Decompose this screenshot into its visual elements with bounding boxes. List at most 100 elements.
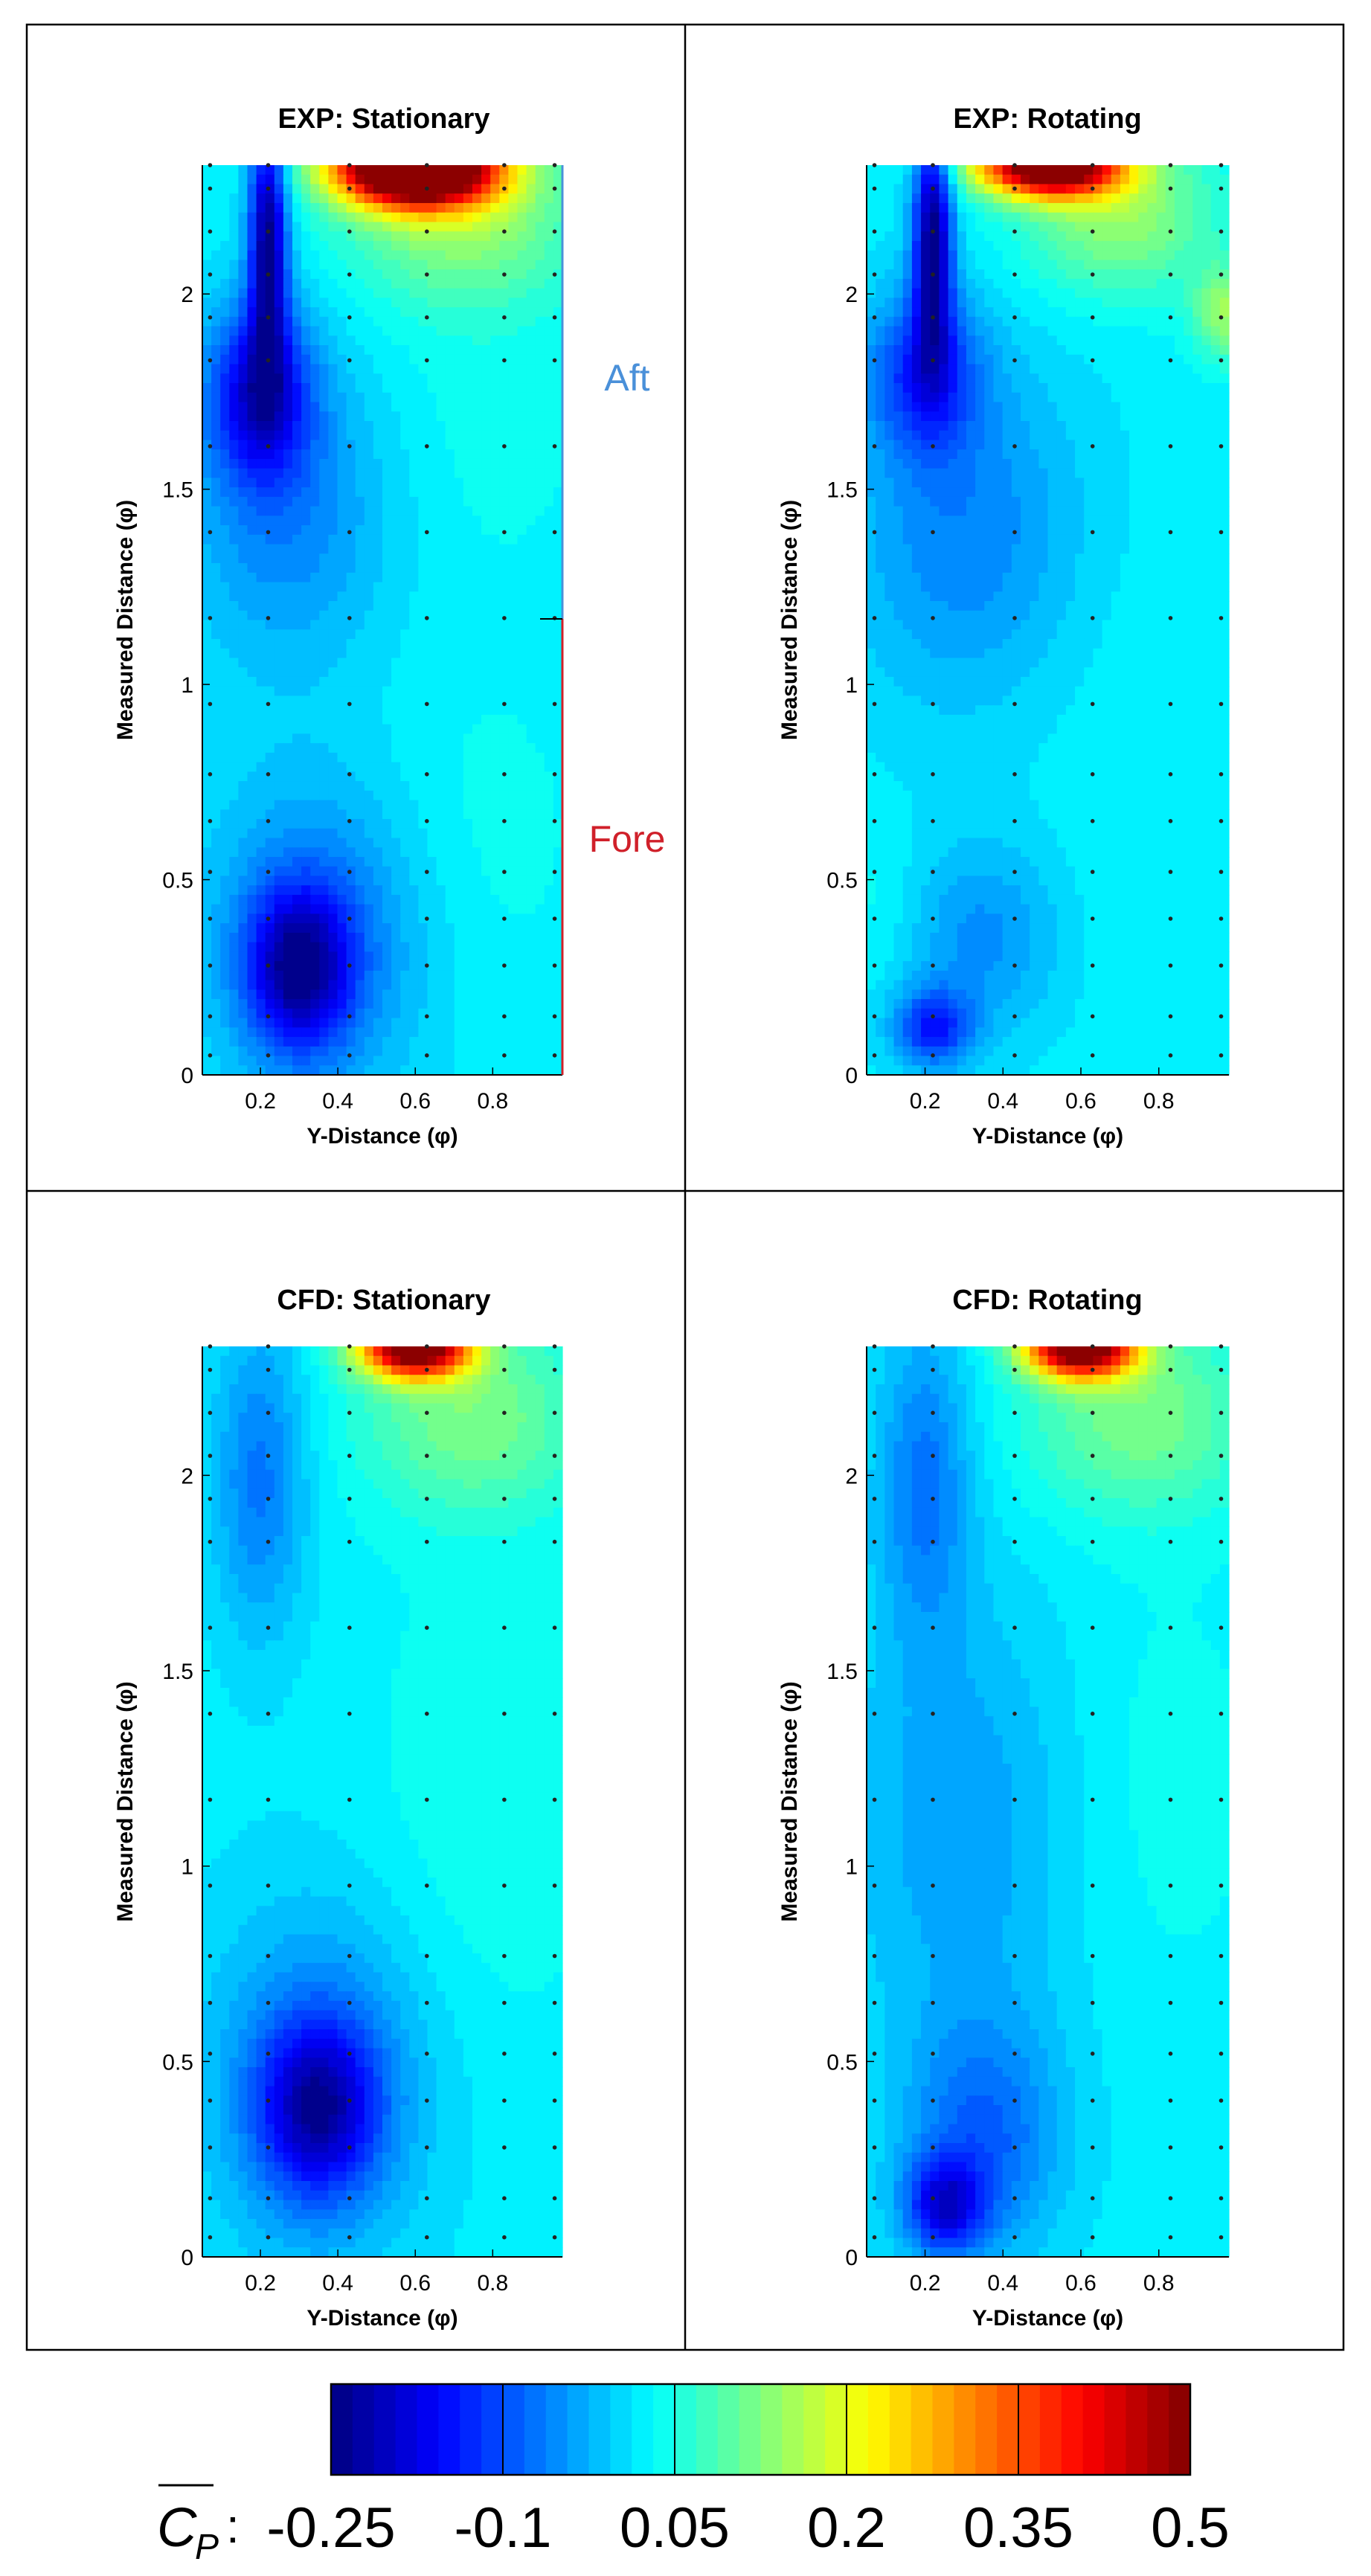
- sensor-point: [1168, 1497, 1173, 1501]
- sensor-point: [1012, 1625, 1017, 1630]
- sensor-point: [1012, 701, 1017, 707]
- sensor-point: [502, 1053, 507, 1058]
- sensor-point: [502, 2000, 507, 2005]
- sensor-point: [931, 963, 935, 968]
- sensor-point: [208, 1367, 213, 1372]
- colorbar-swatch: [588, 2384, 611, 2475]
- sensor-point: [1168, 963, 1173, 968]
- sensor-point: [1168, 1625, 1173, 1630]
- sensor-point: [208, 2000, 213, 2005]
- sensor-point: [208, 1410, 213, 1416]
- colorbar-swatch: [567, 2384, 590, 2475]
- colorbar-tick-label: -0.25: [266, 2496, 395, 2560]
- sensor-point: [931, 2145, 935, 2150]
- sensor-point: [872, 1344, 877, 1349]
- sensor-point: [502, 358, 507, 363]
- y-tick-label: 2: [845, 1464, 858, 1488]
- sensor-point: [1090, 2235, 1095, 2240]
- sensor-markers: [208, 163, 557, 1058]
- y-tick-label: 2: [181, 1464, 193, 1488]
- sensor-point: [1168, 1712, 1173, 1716]
- colorbar-tick-label: 0.2: [807, 2496, 886, 2560]
- sensor-point: [1012, 272, 1017, 277]
- sensor-point: [1168, 616, 1173, 620]
- sensor-point: [266, 2145, 271, 2150]
- sensor-point: [872, 1497, 877, 1501]
- sensor-point: [1012, 1797, 1017, 1802]
- sensor-point: [502, 186, 507, 191]
- colorbar-swatch: [932, 2384, 954, 2475]
- sensor-point: [552, 530, 557, 535]
- sensor-point: [1090, 1625, 1095, 1630]
- sensor-point: [1012, 963, 1017, 968]
- sensor-point: [208, 1712, 213, 1716]
- x-axis-label: Y-Distance (φ): [306, 2306, 457, 2331]
- colorbar-swatch: [438, 2384, 460, 2475]
- sensor-point: [552, 1625, 557, 1630]
- sensor-point: [347, 2145, 352, 2150]
- sensor-point: [1219, 701, 1224, 707]
- sensor-point: [1090, 1367, 1095, 1372]
- sensor-point: [1168, 2235, 1173, 2240]
- sensor-point: [425, 1797, 429, 1802]
- colorbar-swatch: [847, 2384, 869, 2475]
- sensor-point: [1012, 916, 1017, 921]
- sensor-point: [266, 2052, 271, 2056]
- sensor-point: [347, 1539, 352, 1544]
- sensor-point: [1012, 1410, 1017, 1416]
- colorbar-swatch: [997, 2384, 1019, 2475]
- sensor-point: [1012, 1953, 1017, 1959]
- sensor-point: [1168, 530, 1173, 535]
- sensor-point: [1090, 1053, 1095, 1058]
- sensor-point: [347, 2098, 352, 2103]
- sensor-point: [347, 1497, 352, 1501]
- sensor-point: [266, 2196, 271, 2200]
- sensor-point: [552, 2052, 557, 2056]
- sensor-point: [208, 1344, 213, 1349]
- sensor-point: [552, 1712, 557, 1716]
- sensor-point: [931, 2000, 935, 2005]
- sensor-point: [552, 2145, 557, 2150]
- y-tick-label: 2: [845, 283, 858, 307]
- sensor-point: [552, 163, 557, 167]
- sensor-point: [425, 1497, 429, 1501]
- sensor-point: [266, 616, 271, 620]
- sensor-point: [347, 916, 352, 921]
- sensor-point: [931, 163, 935, 167]
- x-axis-label: Y-Distance (φ): [306, 1124, 457, 1149]
- sensor-point: [872, 772, 877, 777]
- sensor-point: [1168, 772, 1173, 777]
- sensor-point: [872, 819, 877, 823]
- sensor-point: [1012, 1344, 1017, 1349]
- sensor-point: [266, 1497, 271, 1501]
- sensor-point: [1012, 1712, 1017, 1716]
- colorbar-swatch: [803, 2384, 826, 2475]
- sensor-point: [266, 272, 271, 277]
- sensor-point: [266, 1539, 271, 1544]
- sensor-point: [931, 1410, 935, 1416]
- sensor-point: [1012, 229, 1017, 234]
- sensor-point: [502, 315, 507, 320]
- sensor-point: [347, 1797, 352, 1802]
- sensor-point: [1168, 272, 1173, 277]
- sensor-point: [1219, 2052, 1224, 2056]
- colorbar-label-subscript: P: [195, 2528, 219, 2567]
- sensor-point: [931, 701, 935, 707]
- sensor-point: [1090, 1344, 1095, 1349]
- panel-frames: [25, 23, 1345, 2351]
- sensor-point: [208, 163, 213, 167]
- colorbar-label-symbol: C: [157, 2496, 197, 2558]
- sensor-point: [1012, 870, 1017, 874]
- sensor-point: [931, 916, 935, 921]
- sensor-point: [208, 530, 213, 535]
- y-tick-label: 0.5: [826, 869, 858, 893]
- colorbar-tick-label: 0.35: [963, 2496, 1073, 2560]
- sensor-point: [425, 1014, 429, 1019]
- sensor-point: [208, 1625, 213, 1630]
- contour-field: [202, 1346, 563, 2258]
- sensor-point: [208, 963, 213, 968]
- sensor-point: [1219, 819, 1224, 823]
- y-tick-label: 0.5: [162, 869, 193, 893]
- sensor-point: [347, 1883, 352, 1888]
